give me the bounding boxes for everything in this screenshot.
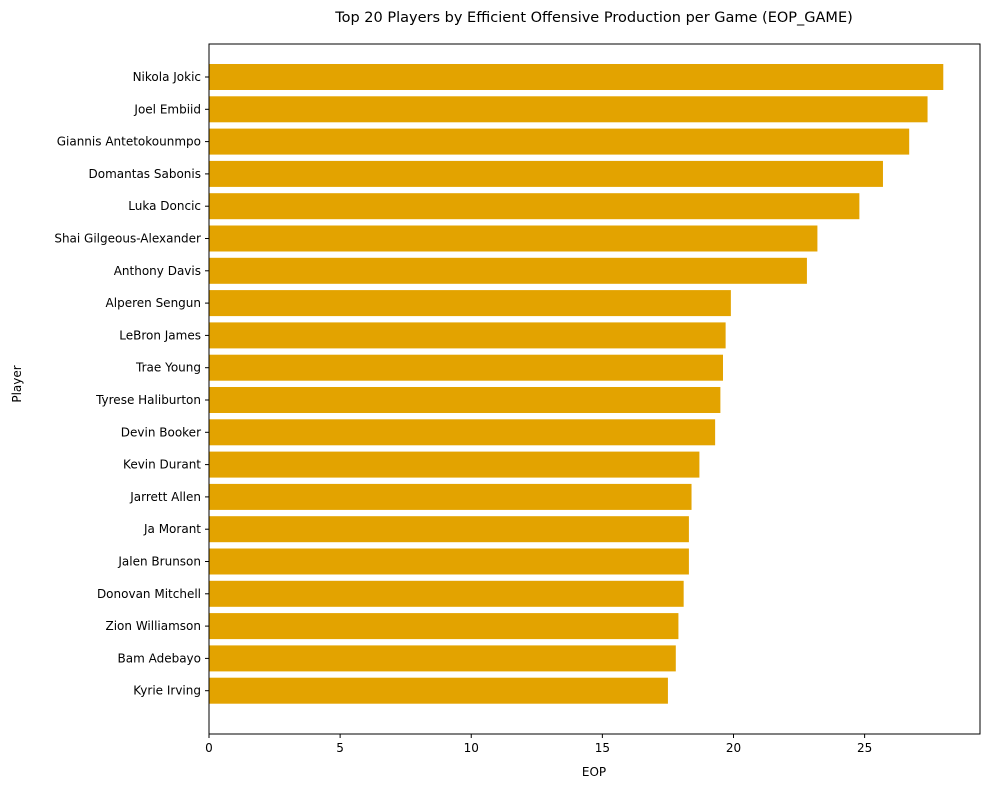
y-tick-label: Donovan Mitchell [97, 587, 201, 601]
bar [209, 483, 692, 510]
bar [209, 354, 723, 381]
y-tick-label: Domantas Sabonis [89, 167, 201, 181]
bar [209, 387, 721, 413]
y-tick-label: Giannis Antetokounmpo [57, 135, 201, 149]
y-axis-label: Player [10, 365, 24, 402]
y-tick-label: Nikola Jokic [133, 70, 201, 84]
y-tick-label: Anthony Davis [114, 264, 201, 278]
y-tick-label: Luka Doncic [128, 199, 201, 213]
y-tick-label: Jalen Brunson [117, 555, 201, 569]
bar [209, 580, 684, 607]
x-tick-label: 20 [726, 741, 741, 755]
bar [209, 64, 944, 90]
bar [209, 257, 807, 284]
bars-group [209, 64, 944, 704]
bar [209, 160, 883, 187]
bar [209, 322, 726, 349]
y-tick-label: Alperen Sengun [106, 296, 201, 310]
bar [209, 645, 676, 672]
y-tick-label: LeBron James [119, 328, 201, 342]
bar [209, 96, 928, 123]
bar [209, 225, 818, 252]
y-tick-label: Joel Embiid [133, 102, 201, 116]
bar [209, 677, 668, 704]
x-axis-ticks: 0 5 10 15 20 25 [205, 734, 872, 755]
y-axis-ticks: Nikola Jokic Joel Embiid Giannis Antetokou… [54, 70, 209, 698]
plot-frame [208, 43, 981, 735]
chart-title: Top 20 Players by Efficient Offensive Pr… [334, 10, 853, 26]
bar [209, 419, 716, 446]
y-tick-label: Bam Adebayo [117, 651, 201, 665]
bar [209, 290, 731, 317]
bar [209, 193, 860, 220]
bar [209, 451, 700, 478]
y-tick-label: Tyrese Haliburton [95, 393, 201, 407]
y-tick-label: Zion Williamson [106, 619, 202, 633]
x-tick-label: 25 [857, 741, 872, 755]
y-tick-label: Kyrie Irving [133, 684, 201, 698]
bar [209, 516, 689, 543]
bar [209, 613, 679, 640]
x-tick-label: 5 [336, 741, 344, 755]
y-tick-label: Shai Gilgeous-Alexander [54, 232, 201, 246]
y-tick-label: Jarrett Allen [129, 490, 201, 504]
bar [209, 548, 689, 575]
bar [209, 128, 910, 155]
x-axis-label: EOP [582, 765, 606, 779]
x-tick-label: 10 [464, 741, 479, 755]
y-tick-label: Devin Booker [121, 425, 201, 439]
y-tick-label: Ja Morant [143, 522, 201, 536]
y-tick-label: Trae Young [135, 361, 201, 375]
y-tick-label: Kevin Durant [123, 458, 201, 472]
x-tick-label: 15 [595, 741, 610, 755]
x-tick-label: 0 [205, 741, 213, 755]
